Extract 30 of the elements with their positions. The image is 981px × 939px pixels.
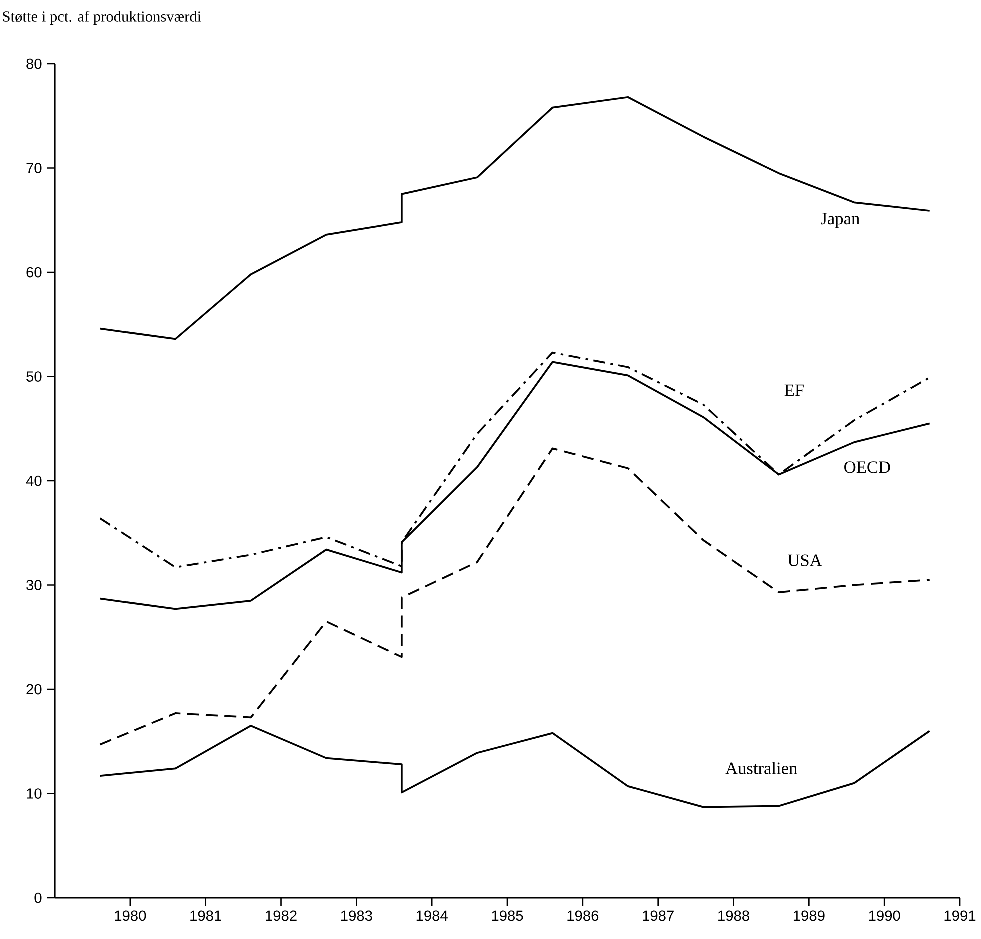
y-tick-label: 50 (26, 372, 42, 382)
y-axis-title: Støtte i pct. af produktionsværdi (3, 10, 202, 26)
line-series (99, 725, 931, 808)
y-tick-label: 20 (26, 684, 42, 695)
text: EF (784, 384, 804, 396)
x-tick-label: 1989 (794, 910, 825, 922)
x-tick-label: 1988 (718, 910, 750, 922)
x-tick-label: 1991 (944, 910, 976, 922)
series-label: OECD (844, 462, 890, 474)
y-tick-label: 80 (26, 58, 42, 70)
x-tick-label: 1980 (115, 910, 146, 922)
x-tick-label: 1981 (190, 910, 222, 922)
y-tick-label: 60 (26, 267, 42, 278)
y-tick-label: 10 (27, 788, 42, 799)
line-series (99, 448, 931, 746)
y-tick-label: 70 (26, 163, 42, 174)
line-series (99, 96, 931, 340)
x-tick-label: 1986 (568, 910, 599, 922)
y-tick-label: 30 (26, 580, 42, 590)
x-tick-label: 1990 (869, 910, 900, 922)
y-tick-label: 40 (26, 476, 42, 486)
series-label: Australien (726, 762, 798, 774)
x-tick-label: 1982 (266, 910, 297, 922)
x-tick-label: 1987 (643, 910, 674, 922)
y-tick-label: 0 (34, 892, 42, 904)
series-label: USA (788, 554, 822, 566)
x-tick-label: 1984 (416, 910, 448, 922)
x-tick-label: 1985 (492, 910, 524, 922)
series-label: Japan (821, 213, 860, 228)
x-tick-label: 1983 (341, 910, 372, 922)
